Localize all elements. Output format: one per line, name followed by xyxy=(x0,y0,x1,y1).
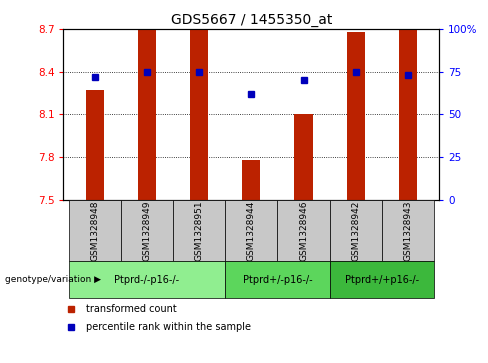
Text: GSM1328949: GSM1328949 xyxy=(142,200,151,261)
Bar xyxy=(225,261,329,298)
Bar xyxy=(242,160,261,200)
Bar xyxy=(85,90,104,200)
Text: Ptprd-/-p16-/-: Ptprd-/-p16-/- xyxy=(114,274,180,285)
Text: GSM1328948: GSM1328948 xyxy=(90,200,99,261)
Bar xyxy=(173,200,225,261)
Text: genotype/variation ▶: genotype/variation ▶ xyxy=(5,275,101,284)
Bar xyxy=(294,114,313,200)
Bar xyxy=(382,200,434,261)
Bar xyxy=(329,261,434,298)
Title: GDS5667 / 1455350_at: GDS5667 / 1455350_at xyxy=(171,13,332,26)
Text: percentile rank within the sample: percentile rank within the sample xyxy=(86,322,251,332)
Bar xyxy=(190,29,208,200)
Bar xyxy=(69,261,225,298)
Bar xyxy=(346,32,365,200)
Bar xyxy=(329,200,382,261)
Text: Ptprd+/-p16-/-: Ptprd+/-p16-/- xyxy=(243,274,312,285)
Text: Ptprd+/+p16-/-: Ptprd+/+p16-/- xyxy=(345,274,419,285)
Text: GSM1328951: GSM1328951 xyxy=(195,200,203,261)
Text: transformed count: transformed count xyxy=(86,303,177,314)
Text: GSM1328943: GSM1328943 xyxy=(404,200,412,261)
Bar xyxy=(225,200,277,261)
Bar xyxy=(277,200,329,261)
Bar xyxy=(399,29,417,200)
Text: GSM1328942: GSM1328942 xyxy=(351,200,360,261)
Text: GSM1328944: GSM1328944 xyxy=(247,200,256,261)
Bar xyxy=(138,29,156,200)
Bar xyxy=(121,200,173,261)
Bar xyxy=(69,200,121,261)
Text: GSM1328946: GSM1328946 xyxy=(299,200,308,261)
